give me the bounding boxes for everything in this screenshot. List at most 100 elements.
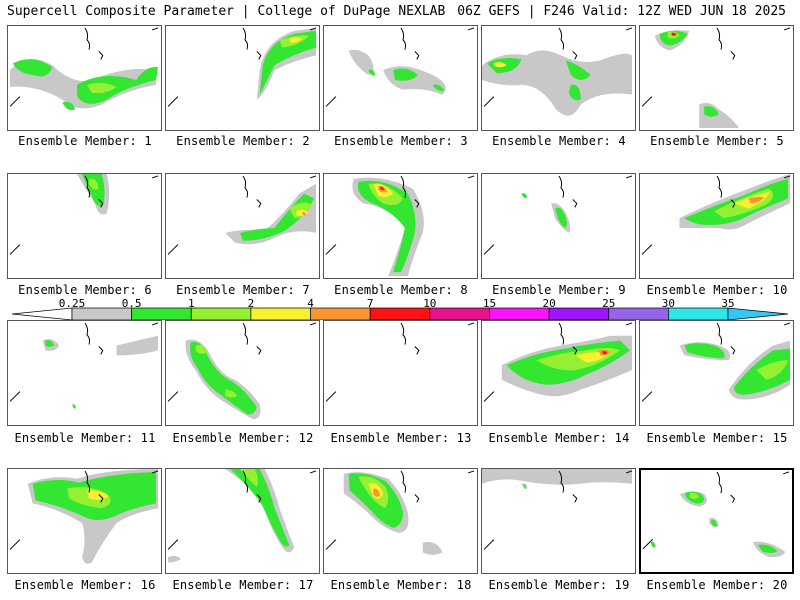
field-plot [325,175,475,277]
field-contour [86,490,109,501]
field-contour [167,555,181,563]
field-contour [422,542,443,555]
coastline [400,470,407,493]
colorbar-tick-label: 2 [247,297,255,310]
coastline [483,539,495,550]
coastline [151,27,159,31]
colorbar-tick-label: 0.25 [58,297,86,310]
colorbar-segment [727,307,788,320]
coastline [98,51,104,60]
coastline [467,470,475,474]
colorbar-segment [429,307,490,320]
coastline [414,494,420,503]
field-plot [483,322,633,402]
coastline [641,244,653,255]
coastline [483,244,495,255]
coastline [730,494,736,503]
colorbar-tick-label: 0.5 [121,297,142,310]
ensemble-member-label: Ensemble Member: 12 [172,431,314,445]
colorbar-tick-label: 10 [423,297,437,310]
coastline [151,175,159,179]
field-contour [757,544,778,554]
ensemble-member-map [7,25,162,131]
field-plot [483,175,633,255]
coastline [716,322,723,345]
coastline [625,175,633,179]
coastline [558,322,565,345]
ensemble-member-map [7,468,162,574]
coastline [98,199,104,208]
coastline [309,175,317,179]
coastline [167,391,179,402]
field-contour [62,101,76,111]
ensemble-member-label: Ensemble Member: 11 [14,431,156,445]
ensemble-member-label: Ensemble Member: 18 [330,578,472,592]
ensemble-member-map [639,173,794,279]
field-contour [383,66,446,95]
field-contour [493,62,507,68]
coastline [9,96,21,107]
coastline [309,322,317,326]
field-contour [289,37,303,43]
field-contour [432,84,445,92]
ensemble-member-label: Ensemble Member: 4 [492,134,626,148]
coastline [400,175,407,198]
coastline [309,470,317,474]
coastline [641,96,653,107]
field-contour [704,106,719,117]
field-contour [72,404,77,409]
field-contour [225,389,238,398]
coastline [9,539,21,550]
coastline [716,471,723,494]
field-plot [9,27,159,111]
coastline [467,27,475,31]
coastline [716,175,723,198]
coastline [325,244,337,255]
field-contour [86,82,117,94]
coastline [572,51,578,60]
coastline [98,494,104,503]
ensemble-member-map [7,173,162,279]
ensemble-member-map [323,25,478,131]
field-contour [77,66,159,104]
coastline [9,244,21,255]
field-plot [642,471,790,558]
field-contour [230,469,290,547]
ensemble-member-label: Ensemble Member: 10 [646,283,788,297]
colorbar-tick-label: 15 [482,297,497,310]
colorbar-tick-label: 7 [366,297,374,310]
coastline [167,539,179,550]
coastline [783,471,790,475]
colorbar-segment [190,307,252,320]
ensemble-member-map [481,173,636,279]
field-contour [259,30,317,95]
colorbar-tick-label: 25 [602,297,616,310]
field-contour [368,69,376,76]
coastline [641,391,653,402]
ensemble-member-label: Ensemble Member: 5 [650,134,784,148]
coastline [400,27,407,50]
field-contour [748,196,765,204]
ensemble-member-map [481,468,636,574]
ensemble-member-map [639,25,794,131]
field-contour [357,180,416,273]
coastline [9,391,21,402]
coastline [242,322,249,345]
coastline [325,539,337,550]
field-contour [568,84,581,101]
field-contour [756,360,789,380]
map-title: Supercell Composite Parameter | College … [7,4,446,19]
field-plot [325,470,475,555]
coastline [414,199,420,208]
ensemble-member-map [165,25,320,131]
field-contour [302,212,307,216]
coastline [467,322,475,326]
colorbar-segment [250,307,311,320]
ensemble-member-map [323,173,478,279]
field-contour [671,32,677,36]
coastline [84,322,91,345]
field-plot [641,322,791,402]
coastline [84,27,91,50]
coastline [242,27,249,50]
colorbar-segment [489,307,550,320]
